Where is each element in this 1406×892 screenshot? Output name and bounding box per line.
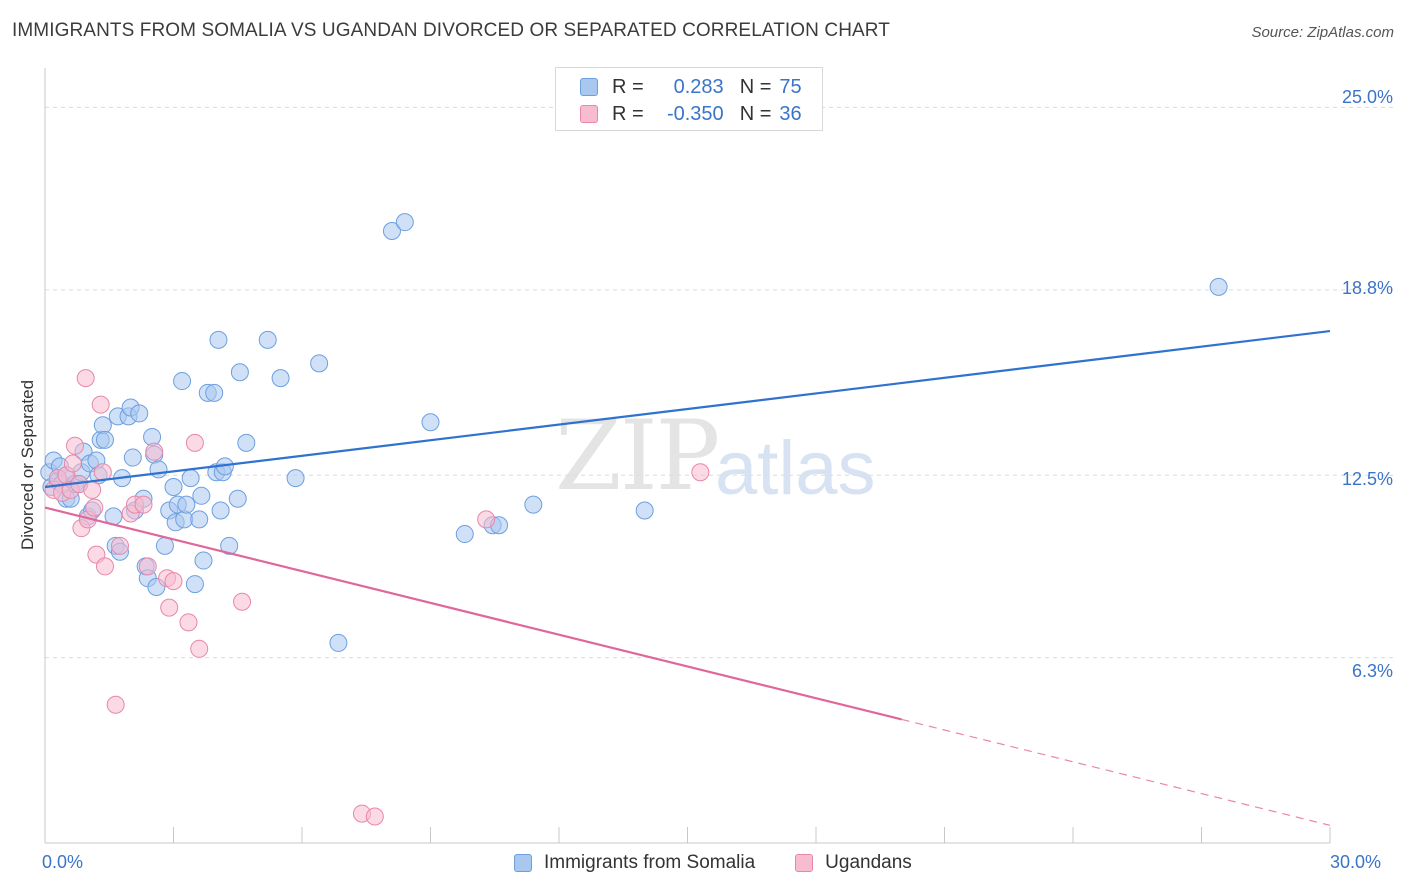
somalia-point	[155, 536, 174, 555]
ugandans-swatch	[580, 105, 598, 123]
ugandan-point	[65, 436, 84, 455]
somalia-point	[421, 413, 440, 432]
ugandan-point	[76, 369, 95, 388]
ugandan-point	[83, 480, 102, 499]
ugandan-point	[185, 433, 204, 452]
watermark-atlas: atlas	[715, 426, 876, 511]
somalia-point	[164, 477, 183, 496]
legend-row-ugandans: R = -0.350 N = 36	[580, 102, 802, 126]
ugandans-legend-swatch	[795, 854, 814, 872]
ugandan-point	[145, 442, 164, 461]
somalia-point	[211, 501, 230, 520]
y-tick-label: 6.3%	[1351, 661, 1393, 681]
ugandan-point	[691, 463, 710, 482]
watermark-zip: ZIP	[555, 400, 720, 512]
legend-item-somalia[interactable]: Immigrants from Somalia	[514, 852, 755, 874]
n-label: N =	[739, 75, 772, 98]
ugandan-point	[138, 557, 157, 576]
somalia-point	[329, 633, 348, 652]
somalia-point	[395, 213, 414, 232]
somalia-point	[93, 416, 112, 435]
y-axis-label: Divorced or Separated	[18, 379, 37, 551]
y-tick-label: 25.0%	[1341, 87, 1393, 107]
somalia-legend-swatch	[514, 854, 532, 872]
ugandan-point	[63, 454, 82, 473]
ugandan-point	[160, 598, 179, 617]
n-value: 75	[779, 75, 802, 98]
somalia-point	[175, 510, 194, 529]
r-label: R =	[612, 75, 644, 98]
somalia-point	[310, 354, 329, 373]
somalia-point	[237, 433, 256, 452]
somalia-point	[130, 404, 149, 423]
somalia-point	[524, 495, 543, 514]
ugandan-point	[233, 592, 252, 611]
somalia-point	[209, 330, 228, 349]
ugandan-point	[106, 695, 125, 714]
ugandan-trend-line	[44, 506, 902, 721]
somalia-swatch	[580, 78, 598, 96]
ugandan-point	[477, 510, 496, 529]
somalia-point	[177, 495, 196, 514]
somalia-point	[230, 363, 249, 382]
somalia-point	[190, 510, 209, 529]
somalia-point	[205, 383, 224, 402]
somalia-point	[123, 448, 142, 467]
somalia-point	[192, 486, 211, 505]
somalia-point	[271, 369, 290, 388]
somalia-point	[382, 222, 401, 240]
ugandan-point	[365, 807, 384, 826]
somalia-point	[220, 536, 239, 555]
legend-label-somalia: Immigrants from Somalia	[544, 852, 756, 873]
ugandan-point	[190, 639, 209, 658]
ugandan-point	[134, 495, 153, 514]
somalia-point	[173, 372, 192, 391]
n-label: N =	[739, 102, 772, 125]
y-tick-label: 18.8%	[1341, 278, 1393, 298]
somalia-point	[149, 460, 168, 479]
somalia-point	[635, 501, 654, 520]
somalia-point	[185, 575, 204, 594]
ugandan-point	[164, 572, 183, 591]
somalia-point	[286, 469, 305, 488]
ugandan-point	[179, 613, 198, 632]
y-tick-label: 12.5%	[1341, 469, 1393, 489]
n-value: 36	[779, 102, 802, 125]
stats-legend: R = 0.283 N = 75 R = -0.350 N = 36	[555, 67, 823, 131]
ugandan-trend-extrapolation	[901, 718, 1331, 826]
somalia-point	[181, 469, 200, 488]
x-tick-label-min: 0.0%	[42, 852, 84, 872]
legend-label-ugandans: Ugandans	[825, 852, 912, 873]
somalia-point	[143, 427, 162, 446]
legend-row-somalia: R = 0.283 N = 75	[580, 75, 802, 99]
r-label: R =	[612, 102, 644, 125]
series-legend: Immigrants from Somalia Ugandans	[514, 852, 952, 874]
x-tick-label-max: 30.0%	[1330, 852, 1382, 872]
somalia-point	[258, 330, 277, 349]
somalia-trend-line	[44, 329, 1331, 489]
r-value: 0.283	[673, 75, 724, 98]
somalia-point	[1209, 277, 1228, 296]
somalia-point	[194, 551, 213, 570]
ugandan-point	[95, 557, 114, 576]
chart-title: IMMIGRANTS FROM SOMALIA VS UGANDAN DIVOR…	[12, 20, 890, 41]
ugandan-point	[91, 395, 110, 414]
ugandan-point	[85, 498, 104, 517]
r-value: -0.350	[666, 102, 724, 125]
somalia-point	[95, 430, 114, 449]
somalia-point	[455, 525, 474, 544]
legend-item-ugandans[interactable]: Ugandans	[795, 852, 912, 874]
somalia-point	[228, 489, 247, 508]
ugandan-point	[110, 536, 129, 555]
source-label: Source: ZipAtlas.com	[1251, 24, 1394, 41]
